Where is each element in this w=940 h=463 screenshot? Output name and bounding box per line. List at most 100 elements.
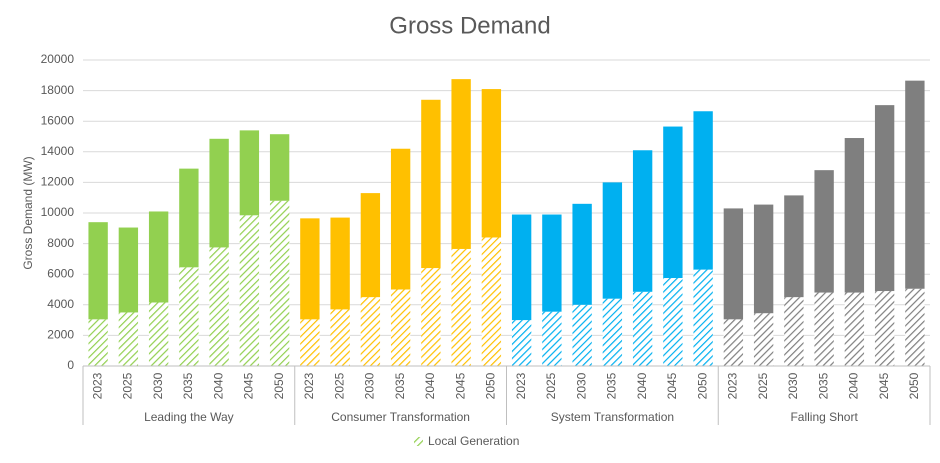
bar-local-generation xyxy=(511,320,532,366)
bar-remainder xyxy=(511,214,532,321)
bar-local-generation xyxy=(88,319,108,366)
bar-local-generation xyxy=(632,291,653,366)
bar-local-generation xyxy=(269,200,290,366)
bar-remainder xyxy=(602,182,623,299)
x-tick-label: 2023 xyxy=(726,372,740,399)
bar-remainder xyxy=(814,170,834,293)
bar-local-generation xyxy=(360,297,381,366)
y-axis-label: Gross Demand (MW) xyxy=(21,156,35,269)
bar-remainder xyxy=(844,138,865,293)
bar-remainder xyxy=(390,148,411,290)
bar-remainder xyxy=(632,150,653,292)
y-tick-label: 4000 xyxy=(47,297,74,311)
x-tick-label: 2035 xyxy=(816,372,830,399)
bar-local-generation xyxy=(451,248,471,366)
x-tick-label: 2025 xyxy=(121,372,135,399)
bar-local-generation xyxy=(118,312,139,366)
bar-remainder xyxy=(330,217,350,310)
group-label: Falling Short xyxy=(790,410,858,424)
bar-remainder xyxy=(723,208,744,320)
bar-local-generation xyxy=(421,268,441,366)
x-tick-label: 2035 xyxy=(181,372,195,399)
bar-local-generation xyxy=(148,302,169,366)
bar-local-generation xyxy=(239,215,260,366)
bar-remainder xyxy=(874,105,895,292)
bar-remainder xyxy=(179,168,199,268)
x-tick-label: 2030 xyxy=(151,372,165,399)
bar-local-generation xyxy=(330,309,350,366)
bar-remainder xyxy=(542,214,562,312)
bar-local-generation xyxy=(602,298,623,366)
y-tick-label: 12000 xyxy=(41,175,75,189)
x-tick-label: 2045 xyxy=(453,372,467,399)
bar-remainder xyxy=(360,193,381,298)
bar-remainder xyxy=(148,211,169,303)
legend-swatch xyxy=(414,437,423,446)
x-tick-label: 2025 xyxy=(756,372,770,399)
bar-local-generation xyxy=(844,292,865,366)
x-tick-label: 2023 xyxy=(90,372,104,399)
bar-remainder xyxy=(421,99,441,269)
bar-remainder xyxy=(481,89,502,238)
x-tick-label: 2040 xyxy=(847,372,861,399)
x-tick-label: 2050 xyxy=(272,372,286,399)
y-tick-label: 16000 xyxy=(41,113,75,127)
bar-local-generation xyxy=(542,311,562,366)
x-tick-label: 2025 xyxy=(544,372,558,399)
x-tick-label: 2025 xyxy=(332,372,346,399)
x-tick-label: 2050 xyxy=(907,372,921,399)
bar-remainder xyxy=(753,204,774,314)
bar-remainder xyxy=(88,222,108,320)
y-tick-label: 14000 xyxy=(41,144,75,158)
bar-local-generation xyxy=(481,237,502,366)
legend-label: Local Generation xyxy=(428,434,519,448)
bar-remainder xyxy=(239,130,260,216)
bar-local-generation xyxy=(693,269,713,366)
chart-title: Gross Demand xyxy=(389,12,550,39)
y-tick-label: 2000 xyxy=(47,328,74,342)
bar-local-generation xyxy=(300,319,320,366)
x-tick-label: 2035 xyxy=(393,372,407,399)
x-tick-label: 2045 xyxy=(877,372,891,399)
bar-remainder xyxy=(269,134,290,201)
bar-remainder xyxy=(209,138,229,248)
bar-remainder xyxy=(693,111,713,270)
group-label: System Transformation xyxy=(551,410,674,424)
bar-local-generation xyxy=(874,291,895,366)
x-tick-label: 2023 xyxy=(514,372,528,399)
x-tick-label: 2050 xyxy=(695,372,709,399)
y-tick-label: 20000 xyxy=(41,52,75,66)
y-tick-label: 8000 xyxy=(47,236,74,250)
x-tick-label: 2045 xyxy=(242,372,256,399)
bar-remainder xyxy=(118,227,139,313)
bar-local-generation xyxy=(209,247,229,366)
x-tick-label: 2040 xyxy=(635,372,649,399)
bar-local-generation xyxy=(753,313,774,366)
bar-local-generation xyxy=(179,267,199,366)
bar-local-generation xyxy=(663,278,683,366)
x-tick-label: 2050 xyxy=(484,372,498,399)
bar-remainder xyxy=(451,79,471,249)
x-tick-label: 2040 xyxy=(211,372,225,399)
y-tick-label: 6000 xyxy=(47,266,74,280)
group-label: Leading the Way xyxy=(144,410,234,424)
x-tick-label: 2030 xyxy=(786,372,800,399)
bar-local-generation xyxy=(723,319,744,366)
bar-local-generation xyxy=(905,288,925,366)
x-tick-label: 2045 xyxy=(665,372,679,399)
bar-local-generation xyxy=(784,297,804,366)
x-tick-label: 2030 xyxy=(363,372,377,399)
group-label: Consumer Transformation xyxy=(331,410,470,424)
x-tick-label: 2035 xyxy=(605,372,619,399)
x-tick-label: 2030 xyxy=(574,372,588,399)
bar-local-generation xyxy=(390,289,411,366)
bar-local-generation xyxy=(572,304,592,366)
bar-remainder xyxy=(572,203,592,305)
bar-remainder xyxy=(784,195,804,298)
y-tick-label: 0 xyxy=(67,358,74,372)
x-tick-label: 2023 xyxy=(302,372,316,399)
x-tick-label: 2040 xyxy=(423,372,437,399)
bar-remainder xyxy=(663,126,683,279)
bar-remainder xyxy=(905,80,925,289)
